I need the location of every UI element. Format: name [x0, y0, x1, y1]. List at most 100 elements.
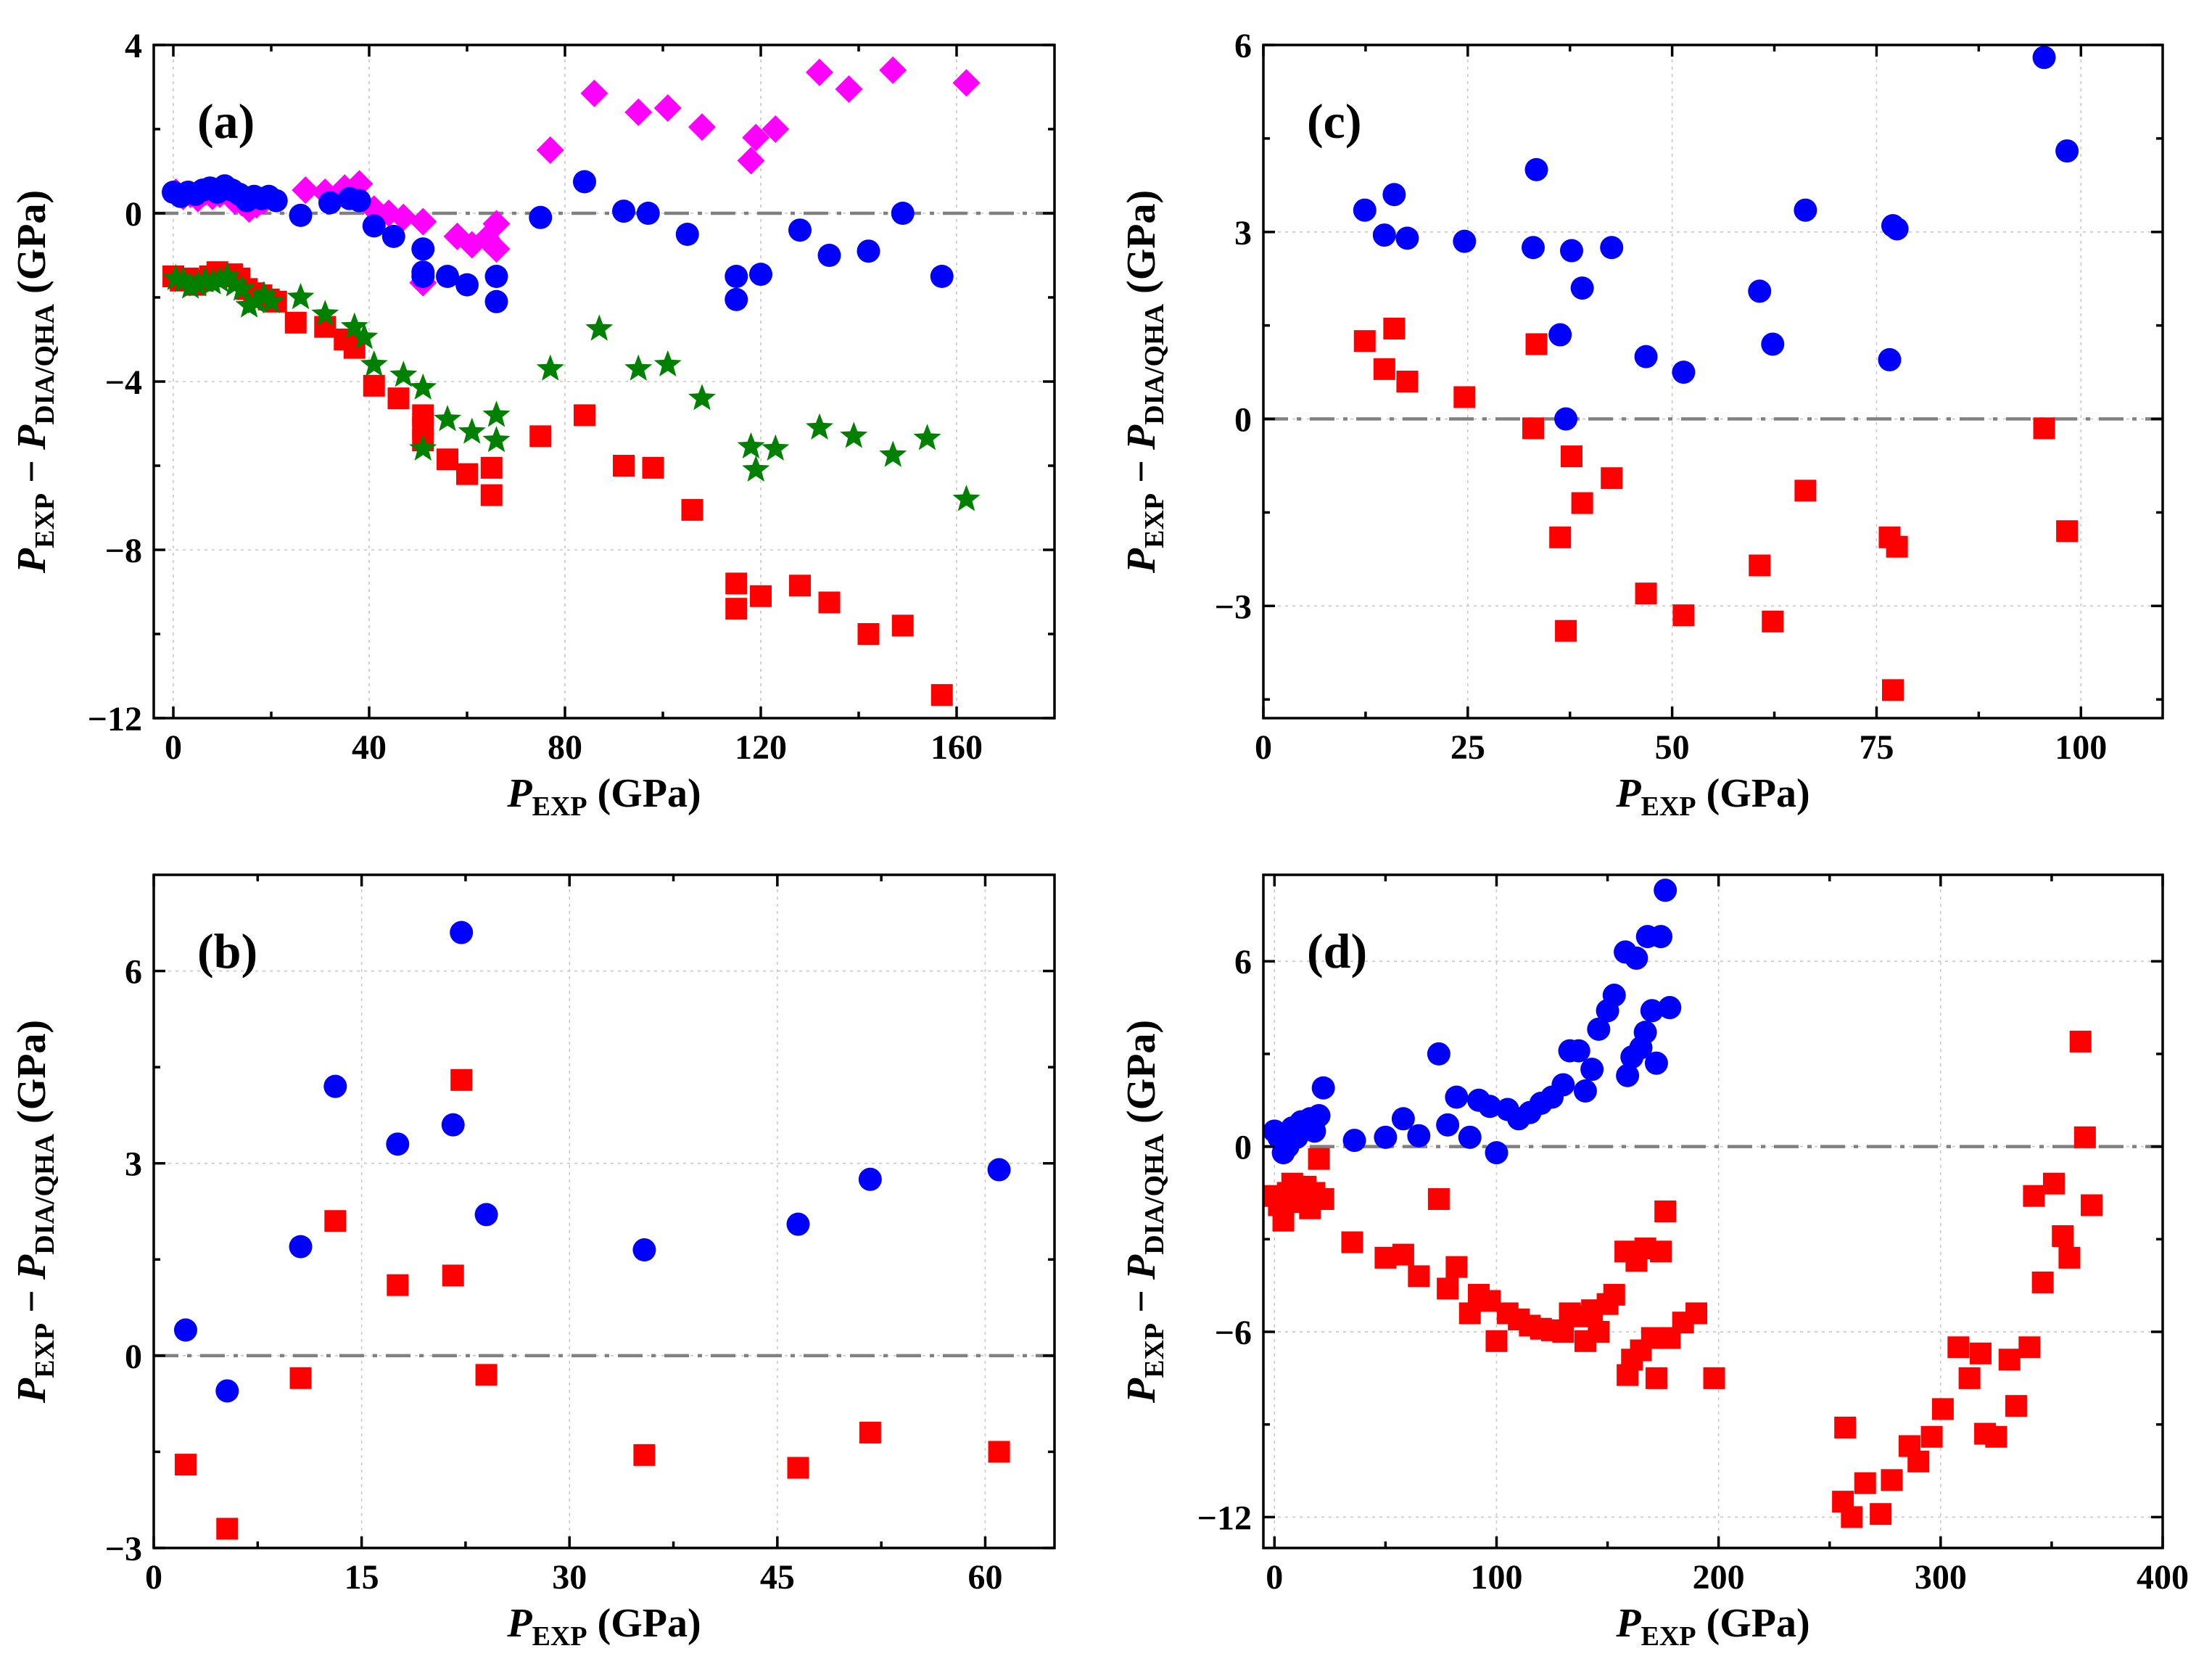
data-point-star	[409, 373, 437, 400]
data-point-square	[1312, 1187, 1334, 1210]
data-point-circle	[1342, 1129, 1366, 1153]
data-point-diamond	[835, 75, 863, 103]
data-point-square	[1603, 1283, 1625, 1306]
data-point-square	[1907, 1450, 1930, 1473]
series-magenta-diamonds	[162, 56, 981, 297]
data-point-square	[363, 374, 385, 397]
x-tick-label: 200	[1693, 1558, 1745, 1597]
data-point-square	[1445, 1256, 1468, 1278]
data-point-circle	[891, 202, 915, 225]
y-tick-label: 6	[1234, 27, 1252, 65]
data-point-square	[1458, 1302, 1481, 1325]
data-point-star	[879, 440, 907, 467]
data-point-square	[681, 498, 703, 521]
data-point-circle	[455, 273, 479, 297]
y-axis-label: PEXP − PDIA/QHA (GPa)	[1119, 1020, 1170, 1404]
data-point-square	[1969, 1342, 1992, 1364]
data-point-star	[653, 350, 682, 376]
data-point-circle	[2032, 46, 2056, 70]
data-point-diamond	[389, 203, 418, 231]
data-point-square	[1525, 333, 1548, 355]
data-point-square	[1588, 1321, 1610, 1343]
data-point-circle	[1372, 223, 1396, 247]
series-blue-circles	[162, 170, 954, 313]
data-point-square	[387, 387, 410, 410]
data-point-circle	[1407, 1124, 1431, 1148]
data-point-star	[762, 434, 790, 461]
data-point-circle	[1374, 1125, 1398, 1149]
data-point-square	[480, 456, 503, 479]
data-point-square	[1383, 317, 1406, 339]
data-point-square	[1571, 492, 1593, 514]
x-tick-label: 40	[352, 728, 387, 767]
data-point-star	[434, 405, 461, 432]
data-point-square	[2058, 1246, 2081, 1269]
data-point-circle	[484, 289, 508, 313]
data-point-star	[169, 265, 197, 292]
data-point-circle	[1654, 878, 1677, 902]
data-point-circle	[675, 223, 699, 246]
data-point-square	[1882, 679, 1904, 701]
x-tick-label: 80	[548, 728, 582, 767]
plot-frame	[1262, 873, 2164, 1549]
data-point-square	[216, 1518, 239, 1540]
data-point-star	[482, 400, 511, 427]
x-tick-label: 0	[145, 1558, 162, 1597]
data-point-square	[1920, 1425, 1943, 1448]
data-point-circle	[362, 214, 386, 238]
data-point-square	[1985, 1425, 2007, 1448]
y-tick-label: −3	[105, 1530, 142, 1568]
x-tick-label: 75	[1859, 728, 1894, 767]
data-point-diamond	[580, 79, 608, 107]
data-point-square	[1881, 1469, 1903, 1491]
data-point-circle	[1600, 236, 1624, 260]
data-point-circle	[289, 203, 313, 227]
y-tick-label: 0	[125, 195, 142, 234]
data-point-star	[742, 455, 770, 482]
data-point-circle	[323, 1074, 347, 1098]
data-point-square	[1392, 1243, 1414, 1266]
data-point-square	[1958, 1367, 1981, 1389]
data-point-circle	[1573, 1079, 1597, 1103]
data-point-circle	[1587, 1017, 1611, 1041]
data-point-circle	[1634, 345, 1658, 368]
data-point-circle	[1644, 1051, 1668, 1075]
data-point-square	[475, 1364, 498, 1386]
data-point-star	[458, 417, 486, 444]
data-point-circle	[1522, 236, 1545, 260]
data-point-circle	[289, 1235, 313, 1259]
data-point-square	[1834, 1416, 1857, 1438]
data-point-circle	[1748, 279, 1772, 303]
data-point-circle	[2055, 139, 2079, 163]
data-point-circle	[1391, 1107, 1415, 1131]
data-point-circle	[1548, 323, 1572, 347]
data-point-square	[1522, 417, 1544, 440]
y-tick-label: 6	[125, 953, 142, 992]
data-point-star	[340, 312, 368, 339]
data-point-star	[242, 287, 271, 313]
data-point-star	[688, 384, 716, 411]
data-point-star	[183, 270, 212, 297]
data-point-circle	[264, 189, 288, 213]
data-point-diamond	[737, 147, 765, 175]
data-point-square	[2052, 1225, 2074, 1248]
data-point-circle	[1580, 1058, 1604, 1082]
data-point-circle	[1672, 361, 1696, 384]
data-point-square	[1635, 582, 1657, 605]
y-tick-label: 0	[1234, 401, 1252, 440]
data-point-circle	[1625, 946, 1648, 970]
x-axis-label: PEXP (GPa)	[1615, 1601, 1809, 1652]
data-point-diamond	[952, 69, 981, 97]
data-point-square	[891, 614, 914, 637]
data-point-circle	[1458, 1125, 1482, 1149]
data-point-star	[536, 354, 564, 381]
data-point-square	[1998, 1348, 2021, 1371]
data-point-circle	[636, 202, 660, 225]
data-point-diamond	[742, 123, 770, 152]
data-point-square	[387, 1274, 409, 1296]
data-point-diamond	[879, 56, 907, 84]
data-point-circle	[1551, 1073, 1575, 1097]
data-point-circle	[1878, 347, 1902, 371]
series-red-squares	[1263, 1030, 2103, 1528]
